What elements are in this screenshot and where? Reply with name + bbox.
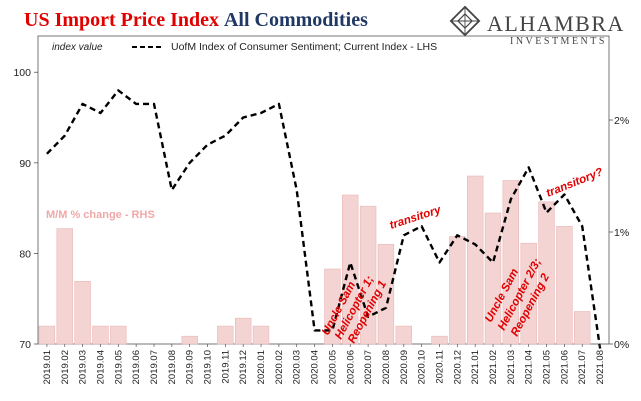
bar-2021.01 xyxy=(466,175,484,345)
x-tick-label: 2020.04 xyxy=(310,350,321,384)
sentiment-line xyxy=(46,89,602,349)
line-series xyxy=(46,89,602,349)
brand-name: ALHAMBRA xyxy=(487,11,625,36)
x-tick-label: 2019.06 xyxy=(131,350,142,384)
bar-2021.06 xyxy=(556,226,573,345)
x-tick-label: 2020.09 xyxy=(399,350,410,384)
x-tick-label: 2021.06 xyxy=(559,350,570,384)
left-tick-label: 90 xyxy=(19,158,31,170)
right-tick-label: 2% xyxy=(614,115,629,127)
x-tick-label: 2019.11 xyxy=(220,350,231,384)
x-tick-label: 2019.05 xyxy=(113,350,124,384)
x-tick-label: 2021.03 xyxy=(506,350,517,384)
x-tick-label: 2020.03 xyxy=(292,350,303,384)
left-tick-label: 80 xyxy=(19,248,31,260)
x-tick-label: 2019.02 xyxy=(60,350,71,384)
chart-title: US Import Price Index All Commodities xyxy=(24,9,368,31)
bar-2019.12 xyxy=(235,317,252,345)
x-tick-label: 2020.11 xyxy=(435,350,446,384)
left-axis: 70 80 90 100 xyxy=(13,67,38,351)
bar-2019.11 xyxy=(217,325,234,345)
bar-2021.07 xyxy=(573,311,591,345)
brand-diamond-icon xyxy=(449,5,481,37)
x-tick-label: 2021.08 xyxy=(595,350,606,384)
x-tick-label: 2019.08 xyxy=(167,350,178,384)
bar-2020.09 xyxy=(395,325,412,345)
annotation-transitory-question: transitory? xyxy=(545,166,605,200)
bar-2019.05 xyxy=(110,325,127,345)
left-tick-label: 70 xyxy=(19,339,31,351)
x-tick-label: 2020.01 xyxy=(256,350,267,384)
legend-line-label: UofM Index of Consumer Sentiment; Curren… xyxy=(171,41,437,53)
x-tick-label: 2019.04 xyxy=(96,350,107,384)
bar-2019.02 xyxy=(56,228,73,345)
alhambra-logo: ALHAMBRA INVESTMENTS xyxy=(449,5,625,47)
left-axis-label: index value xyxy=(52,42,103,53)
x-tick-label: 2019.12 xyxy=(238,350,249,384)
bar-2019.04 xyxy=(92,325,109,345)
bar-2020.01 xyxy=(252,325,270,345)
right-tick-label: 0% xyxy=(614,339,629,351)
brand-subtitle: INVESTMENTS xyxy=(510,36,607,47)
x-tick-label: 2021.07 xyxy=(577,350,588,384)
title-part-2: All Commodities xyxy=(224,9,368,31)
plot-frame xyxy=(37,35,610,345)
bar-2020.12 xyxy=(449,236,466,345)
x-tick-label: 2019.09 xyxy=(185,350,196,384)
x-tick-label: 2020.12 xyxy=(452,350,463,384)
rhs-series-label: M/M % change - RHS xyxy=(46,209,155,221)
x-tick-label: 2020.02 xyxy=(274,350,285,384)
bar-2020.11 xyxy=(431,335,448,345)
bar-2019.09 xyxy=(181,335,198,345)
x-tick-label: 2020.08 xyxy=(381,350,392,384)
title-part-1: US Import Price Index xyxy=(24,9,219,31)
bar-2019.03 xyxy=(74,280,91,345)
x-tick-label: 2019.10 xyxy=(203,350,214,384)
right-tick-label: 1% xyxy=(614,227,629,239)
x-tick-label: 2020.06 xyxy=(345,350,356,384)
x-tick-label: 2020.10 xyxy=(417,350,428,384)
x-tick-label: 2019.07 xyxy=(149,350,160,384)
annotation-transitory: transitory xyxy=(388,204,443,232)
legend: index value UofM Index of Consumer Senti… xyxy=(52,41,437,53)
x-tick-label: 2020.05 xyxy=(327,350,338,384)
x-tick-label: 2021.04 xyxy=(524,350,535,384)
right-axis: 0% 1% 2% xyxy=(609,115,629,351)
left-tick-label: 100 xyxy=(13,67,31,79)
x-tick-label: 2019.01 xyxy=(42,350,53,384)
x-tick-label: 2021.01 xyxy=(470,350,481,384)
x-tick-label: 2019.03 xyxy=(78,350,89,384)
x-tick-label: 2021.02 xyxy=(488,350,499,384)
bar-2019.01 xyxy=(38,325,56,345)
x-tick-label: 2021.05 xyxy=(542,350,553,384)
x-tick-label: 2020.07 xyxy=(363,350,374,384)
x-axis: 2019.01 2019.02 2019.03 2019.04 2019.05 2019.… xyxy=(42,344,606,384)
